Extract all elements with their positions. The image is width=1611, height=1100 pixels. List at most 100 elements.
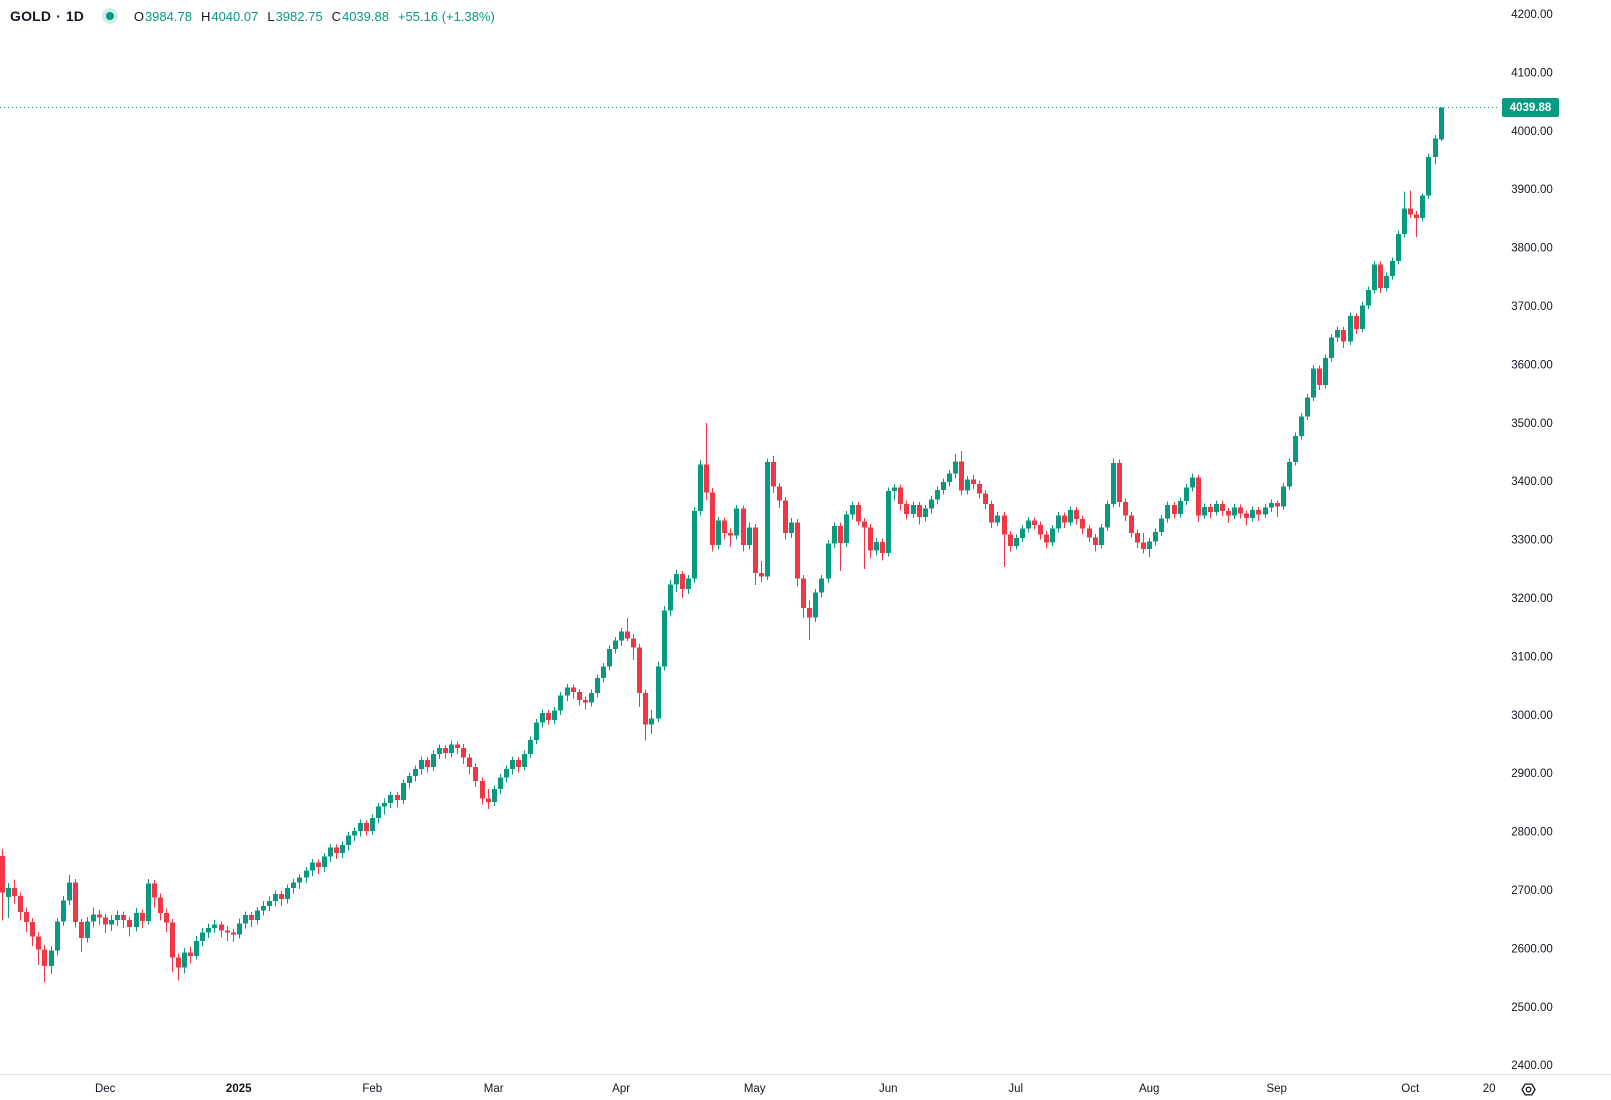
candle-body bbox=[826, 543, 831, 579]
candle-body bbox=[1439, 107, 1444, 140]
candle bbox=[868, 523, 873, 559]
x-axis-label: 20 bbox=[1483, 1083, 1496, 1095]
candle-body bbox=[850, 505, 855, 515]
candle bbox=[625, 617, 630, 642]
candle-body bbox=[929, 499, 934, 509]
candle bbox=[352, 827, 357, 841]
candle bbox=[91, 907, 96, 928]
candle bbox=[36, 932, 41, 965]
candle-body bbox=[935, 489, 940, 500]
candle bbox=[1147, 537, 1152, 558]
candle-body bbox=[1050, 528, 1055, 543]
y-axis-label: 3500.00 bbox=[1511, 418, 1553, 430]
candle-body bbox=[225, 930, 230, 933]
candle bbox=[904, 500, 909, 520]
candle bbox=[898, 484, 903, 511]
candle-body bbox=[103, 917, 108, 925]
candle-body bbox=[1141, 542, 1146, 549]
candle bbox=[461, 744, 466, 764]
candle-body bbox=[140, 912, 145, 921]
candle bbox=[24, 907, 29, 933]
x-axis-label: 2025 bbox=[226, 1083, 252, 1095]
candle-body bbox=[1256, 509, 1261, 515]
price-axis[interactable] bbox=[1500, 0, 1611, 1075]
candle-body bbox=[1093, 537, 1098, 545]
open-label: O bbox=[133, 8, 144, 24]
candle bbox=[534, 718, 539, 744]
candle bbox=[449, 740, 454, 758]
candle bbox=[328, 843, 333, 862]
candle-body bbox=[856, 505, 861, 522]
candle bbox=[989, 500, 994, 528]
candle bbox=[734, 505, 739, 540]
candle-body bbox=[376, 806, 381, 819]
candle-body bbox=[395, 794, 400, 801]
candle-body bbox=[1165, 505, 1170, 519]
candle bbox=[200, 927, 205, 947]
time-axis[interactable] bbox=[0, 1075, 1611, 1100]
candle bbox=[1068, 506, 1073, 527]
candle bbox=[807, 600, 812, 641]
candle-body bbox=[346, 835, 351, 846]
candle-body bbox=[534, 722, 539, 740]
candle bbox=[929, 495, 934, 514]
candle bbox=[832, 522, 837, 548]
symbol-name[interactable]: GOLD bbox=[10, 8, 52, 24]
y-axis-label: 2900.00 bbox=[1511, 768, 1553, 780]
interval-label[interactable]: 1D bbox=[65, 8, 84, 24]
candle bbox=[571, 684, 576, 700]
candle-body bbox=[832, 526, 837, 544]
candle bbox=[552, 707, 557, 725]
candle bbox=[1220, 501, 1225, 517]
candle-body bbox=[510, 759, 515, 770]
candle bbox=[413, 765, 418, 782]
candle-body bbox=[838, 526, 843, 544]
candle bbox=[1141, 533, 1146, 554]
last-price-badge[interactable]: 4039.88 bbox=[1502, 98, 1559, 117]
candle-body bbox=[1360, 305, 1365, 329]
candle bbox=[813, 589, 818, 622]
close-label: C bbox=[331, 8, 341, 24]
candle bbox=[795, 519, 800, 587]
candle-body bbox=[680, 574, 685, 590]
candle bbox=[1299, 412, 1304, 440]
candle-body bbox=[36, 936, 41, 950]
candle-body bbox=[643, 693, 648, 725]
candle bbox=[540, 709, 545, 728]
candle bbox=[850, 501, 855, 520]
market-status-dot-icon[interactable] bbox=[101, 8, 118, 24]
candle-body bbox=[18, 895, 23, 913]
candle-body bbox=[577, 692, 582, 701]
candle-body bbox=[1014, 537, 1019, 547]
y-axis-label: 3900.00 bbox=[1511, 184, 1553, 196]
axis-settings-gear-icon[interactable] bbox=[1520, 1081, 1537, 1098]
candle-body bbox=[995, 515, 1000, 523]
candle-body bbox=[6, 888, 11, 898]
candle-body bbox=[1420, 195, 1425, 218]
candle-body bbox=[844, 514, 849, 544]
candle-body bbox=[249, 915, 254, 920]
candle bbox=[1190, 473, 1195, 492]
candle-body bbox=[765, 461, 770, 577]
candle-body bbox=[164, 912, 169, 923]
candle bbox=[1372, 261, 1377, 294]
candle bbox=[67, 874, 72, 906]
candle bbox=[1062, 512, 1067, 528]
candle bbox=[346, 832, 351, 851]
candle-body bbox=[425, 759, 430, 767]
candle bbox=[759, 561, 764, 583]
candle-body bbox=[322, 856, 327, 868]
x-axis-label: Mar bbox=[484, 1083, 504, 1095]
candle-body bbox=[285, 888, 290, 899]
candle bbox=[947, 470, 952, 487]
candle bbox=[267, 896, 272, 912]
candle-body bbox=[492, 788, 497, 802]
candle bbox=[279, 891, 284, 906]
candle-body bbox=[1111, 463, 1116, 504]
candle-body bbox=[1178, 501, 1183, 514]
candle bbox=[1117, 459, 1122, 507]
candle-body bbox=[965, 479, 970, 491]
candle-body bbox=[917, 505, 922, 517]
candles-layer bbox=[0, 107, 1444, 983]
